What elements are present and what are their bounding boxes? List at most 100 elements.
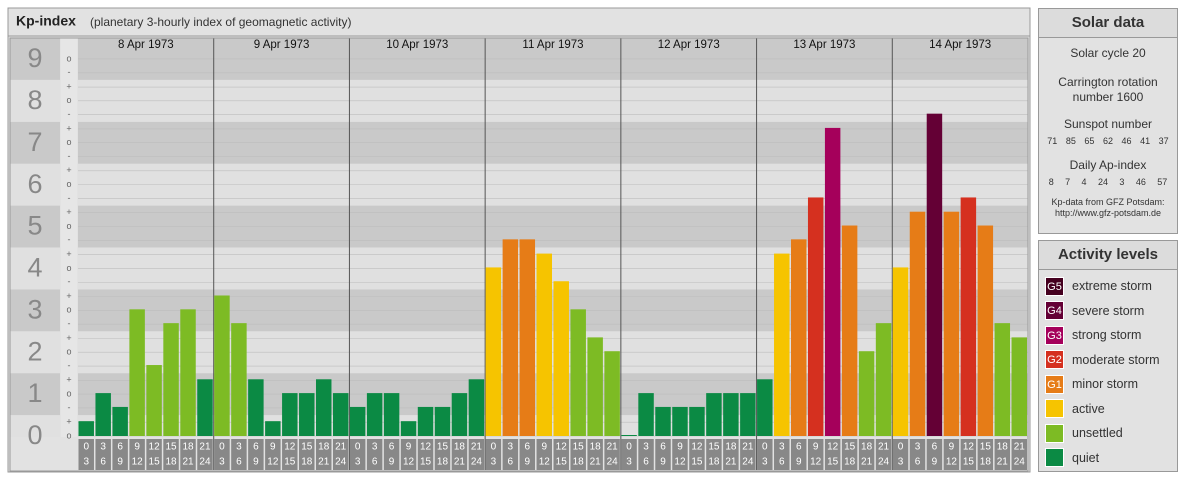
hour-label: 21 bbox=[335, 442, 347, 453]
bar bbox=[129, 309, 145, 436]
level-band bbox=[10, 415, 60, 437]
y-tick-label: 4 bbox=[27, 253, 42, 283]
sunspot-title: Sunspot number bbox=[1063, 117, 1153, 131]
hour-box bbox=[536, 439, 552, 470]
minor-tick-label: o bbox=[66, 221, 71, 231]
hour-label: 18 bbox=[454, 442, 466, 453]
day-label: 8 Apr 1973 bbox=[118, 39, 174, 51]
hour-box bbox=[604, 439, 620, 470]
day-label: 9 Apr 1973 bbox=[254, 39, 310, 51]
hour-box bbox=[451, 439, 468, 470]
y-tick-label: 5 bbox=[27, 211, 42, 241]
sunspot-number: 62 bbox=[1102, 136, 1113, 146]
hour-box bbox=[282, 439, 298, 470]
level-band bbox=[10, 38, 60, 80]
day-label: 13 Apr 1973 bbox=[793, 39, 855, 51]
source: http://www.gfz-potsdam.de bbox=[1054, 208, 1162, 218]
bar bbox=[587, 337, 603, 436]
y-tick-label: 6 bbox=[27, 169, 42, 199]
y-tick-label: 1 bbox=[27, 378, 42, 408]
hour-label: 6 bbox=[660, 442, 666, 453]
hour-box bbox=[434, 439, 451, 470]
hour-label: 9 bbox=[813, 442, 819, 453]
hour-label: 0 bbox=[355, 442, 361, 453]
hour-label: 24 bbox=[607, 457, 619, 468]
hour-box bbox=[723, 439, 739, 470]
solar-cycle: Solar cycle 20 bbox=[1070, 46, 1146, 60]
hour-label: 15 bbox=[437, 442, 449, 453]
hour-label: 18 bbox=[708, 457, 720, 468]
hour-label: 12 bbox=[539, 457, 551, 468]
hour-label: 21 bbox=[454, 457, 466, 468]
hour-label: 3 bbox=[643, 442, 649, 453]
hour-box bbox=[909, 439, 926, 470]
hour-box bbox=[78, 439, 94, 470]
hour-label: 12 bbox=[963, 442, 975, 453]
hour-label: 9 bbox=[270, 442, 276, 453]
hour-label: 9 bbox=[541, 442, 547, 453]
hour-label: 15 bbox=[301, 442, 313, 453]
hour-label: 6 bbox=[915, 457, 921, 468]
hour-label: 15 bbox=[573, 442, 585, 453]
hour-label: 6 bbox=[389, 442, 395, 453]
bar bbox=[1011, 337, 1027, 436]
level-band bbox=[10, 247, 60, 290]
bar bbox=[858, 351, 875, 436]
hour-box bbox=[994, 439, 1011, 470]
hour-box bbox=[316, 439, 332, 470]
hour-label: 0 bbox=[626, 442, 632, 453]
hour-label: 21 bbox=[742, 442, 754, 453]
legend-label: unsettled bbox=[1072, 426, 1123, 441]
hour-label: 24 bbox=[1014, 457, 1026, 468]
hour-box bbox=[791, 439, 807, 470]
hour-label: 21 bbox=[1014, 442, 1026, 453]
ap-title: Daily Ap-index bbox=[1069, 158, 1147, 172]
hour-box bbox=[807, 439, 824, 470]
y-tick-label: 7 bbox=[27, 127, 42, 157]
sunspot-number: 46 bbox=[1121, 136, 1132, 146]
source: Kp-data from GFZ Potsdam: bbox=[1051, 197, 1165, 207]
day-label: 11 Apr 1973 bbox=[522, 39, 583, 51]
hour-label: 18 bbox=[573, 457, 585, 468]
ap-value: 46 bbox=[1135, 177, 1146, 187]
hour-box bbox=[214, 439, 230, 470]
hour-label: 18 bbox=[861, 442, 873, 453]
hour-label: 24 bbox=[335, 457, 347, 468]
hour-label: 12 bbox=[691, 442, 703, 453]
hour-box bbox=[265, 439, 281, 470]
hour-box bbox=[587, 439, 603, 470]
bar bbox=[638, 393, 654, 436]
chart-title: Kp-index bbox=[16, 13, 76, 29]
bar bbox=[926, 113, 943, 437]
minor-tick-label: + bbox=[66, 165, 71, 175]
hour-label: 9 bbox=[932, 457, 938, 468]
hour-label: 18 bbox=[318, 442, 330, 453]
bar bbox=[994, 323, 1011, 436]
hour-label: 12 bbox=[403, 457, 415, 468]
hour-label: 6 bbox=[525, 442, 531, 453]
hour-box bbox=[366, 439, 383, 470]
hour-label: 21 bbox=[607, 442, 619, 453]
hour-box bbox=[621, 439, 637, 470]
hour-label: 3 bbox=[491, 457, 497, 468]
y-tick-label: 2 bbox=[27, 336, 42, 366]
ap-value: 4 bbox=[1081, 177, 1087, 187]
hour-label: 6 bbox=[932, 442, 938, 453]
hour-label: 0 bbox=[83, 442, 89, 453]
bar bbox=[943, 211, 960, 436]
minor-tick-label: - bbox=[68, 277, 71, 287]
legend-item: unsettled bbox=[1039, 421, 1177, 446]
hour-box bbox=[383, 439, 400, 470]
legend-item: G4 severe storm bbox=[1039, 299, 1177, 324]
bar bbox=[875, 323, 892, 436]
hour-label: 15 bbox=[963, 457, 975, 468]
legend-swatch bbox=[1045, 399, 1064, 419]
y-tick-label: 9 bbox=[27, 43, 42, 73]
hour-label: 0 bbox=[898, 442, 904, 453]
hour-label: 12 bbox=[284, 442, 296, 453]
hour-box bbox=[417, 439, 434, 470]
hour-label: 3 bbox=[915, 442, 921, 453]
bar bbox=[536, 253, 552, 436]
carrington: number 1600 bbox=[1072, 90, 1144, 104]
hour-label: 12 bbox=[946, 457, 958, 468]
